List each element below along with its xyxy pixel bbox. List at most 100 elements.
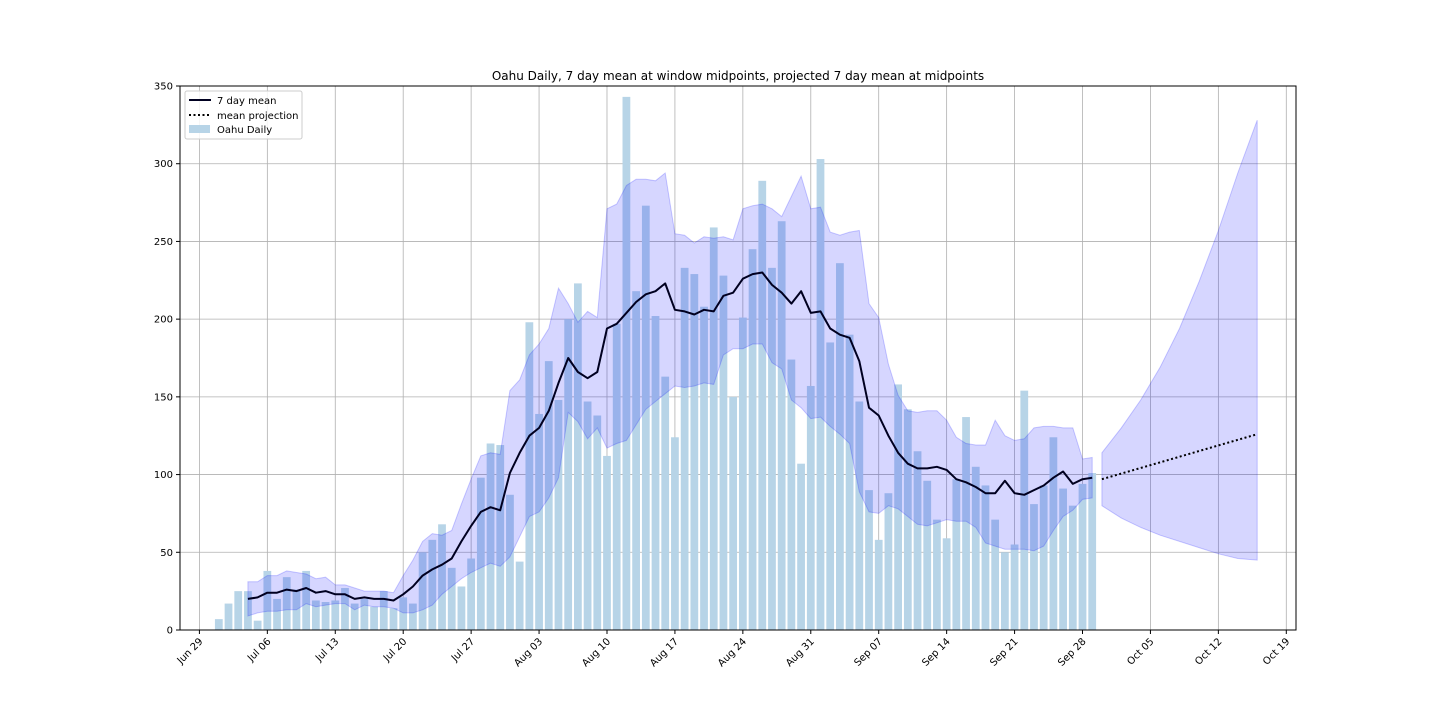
daily-bar bbox=[428, 539, 437, 630]
daily-bar bbox=[409, 603, 417, 630]
daily-bar bbox=[962, 417, 970, 630]
daily-bar bbox=[952, 479, 961, 630]
daily-bar bbox=[282, 577, 291, 630]
daily-bar bbox=[341, 588, 349, 630]
daily-bar bbox=[933, 519, 941, 630]
daily-bar bbox=[874, 539, 883, 630]
daily-bar bbox=[971, 466, 980, 630]
projection-band bbox=[1101, 120, 1258, 561]
daily-bar bbox=[593, 415, 602, 630]
daily-bar bbox=[486, 443, 495, 630]
daily-bar bbox=[612, 323, 621, 630]
daily-bar bbox=[855, 401, 864, 630]
y-tick-label: 100 bbox=[154, 470, 173, 481]
legend-box bbox=[184, 90, 303, 140]
y-tick-label: 350 bbox=[154, 82, 173, 93]
daily-bar bbox=[1078, 483, 1087, 630]
daily-bar bbox=[554, 399, 563, 630]
y-tick-label: 50 bbox=[160, 548, 173, 559]
mean-line bbox=[247, 271, 1093, 602]
legend-mean-label: 7 day mean bbox=[217, 96, 276, 107]
daily-bar bbox=[981, 485, 990, 630]
daily-bar bbox=[224, 603, 233, 630]
daily-bar bbox=[991, 519, 1000, 630]
daily-bar bbox=[816, 159, 825, 630]
daily-bar bbox=[214, 619, 223, 630]
daily-bar bbox=[399, 597, 408, 630]
daily-bar bbox=[244, 591, 252, 630]
y-tick-label: 300 bbox=[154, 159, 173, 170]
daily-bar bbox=[438, 524, 446, 630]
daily-bar bbox=[476, 477, 485, 630]
daily-bar bbox=[942, 538, 951, 630]
legend-bar-swatch bbox=[189, 125, 210, 133]
daily-bar bbox=[1039, 485, 1048, 630]
daily-bar bbox=[913, 451, 922, 630]
daily-bar bbox=[641, 205, 650, 630]
daily-bar bbox=[845, 334, 854, 630]
daily-bar bbox=[321, 602, 330, 630]
daily-bars bbox=[214, 96, 1097, 631]
daily-bar bbox=[903, 409, 912, 630]
daily-bar bbox=[768, 267, 776, 630]
daily-bar bbox=[418, 552, 427, 630]
daily-bar bbox=[515, 561, 524, 630]
daily-bar bbox=[651, 316, 660, 630]
daily-bar bbox=[884, 493, 893, 630]
daily-bar bbox=[661, 376, 670, 630]
y-axis-ticks: 0 50 100 150 200 250 300 350 bbox=[154, 82, 180, 637]
daily-bar bbox=[748, 249, 757, 630]
daily-bar bbox=[331, 600, 340, 630]
legend: 7 day mean mean projection Oahu Daily bbox=[184, 90, 303, 140]
mean-band bbox=[247, 172, 1093, 617]
daily-bar bbox=[467, 558, 476, 630]
daily-bar bbox=[350, 603, 359, 630]
daily-bar bbox=[894, 384, 903, 630]
daily-bar bbox=[787, 359, 796, 630]
chart-title: Oahu Daily, 7 day mean at window midpoin… bbox=[492, 69, 984, 83]
daily-bar bbox=[622, 96, 631, 630]
daily-bar bbox=[1088, 473, 1097, 630]
daily-bar bbox=[1030, 504, 1038, 630]
daily-bar bbox=[826, 342, 835, 630]
daily-bar bbox=[544, 361, 553, 630]
daily-bar bbox=[603, 455, 611, 630]
daily-bar bbox=[1020, 390, 1029, 630]
daily-bar bbox=[370, 606, 378, 630]
daily-bar bbox=[525, 322, 534, 630]
legend-projection-label: mean projection bbox=[217, 111, 298, 122]
y-tick-label: 200 bbox=[154, 315, 173, 326]
daily-bar bbox=[709, 227, 718, 630]
daily-bar bbox=[360, 598, 369, 630]
daily-bar bbox=[836, 263, 844, 630]
daily-bar bbox=[583, 401, 592, 630]
daily-bar bbox=[680, 267, 689, 630]
daily-bar bbox=[292, 589, 301, 630]
daily-bar bbox=[719, 275, 728, 630]
uncertainty-bands bbox=[247, 120, 1258, 617]
daily-bar bbox=[564, 319, 573, 630]
daily-bar bbox=[573, 283, 582, 630]
daily-bar bbox=[457, 586, 466, 630]
y-tick-label: 250 bbox=[154, 237, 173, 248]
daily-bar bbox=[806, 385, 815, 630]
daily-bar bbox=[923, 480, 932, 630]
daily-bar bbox=[777, 221, 786, 631]
daily-bar bbox=[379, 591, 388, 630]
daily-bar bbox=[1010, 544, 1019, 630]
daily-bar bbox=[758, 180, 767, 630]
legend-bar-label: Oahu Daily bbox=[217, 125, 272, 136]
daily-bar bbox=[273, 598, 281, 630]
daily-bar bbox=[865, 490, 873, 630]
daily-bar bbox=[671, 437, 679, 630]
daily-bar bbox=[729, 396, 738, 630]
daily-bar bbox=[738, 317, 747, 630]
plot-frame bbox=[179, 85, 1297, 631]
daily-bar bbox=[311, 600, 320, 630]
daily-bar bbox=[1059, 488, 1067, 630]
daily-bar bbox=[797, 463, 805, 630]
daily-bar bbox=[389, 608, 398, 630]
daily-bar bbox=[506, 494, 514, 630]
daily-bar bbox=[496, 445, 505, 630]
